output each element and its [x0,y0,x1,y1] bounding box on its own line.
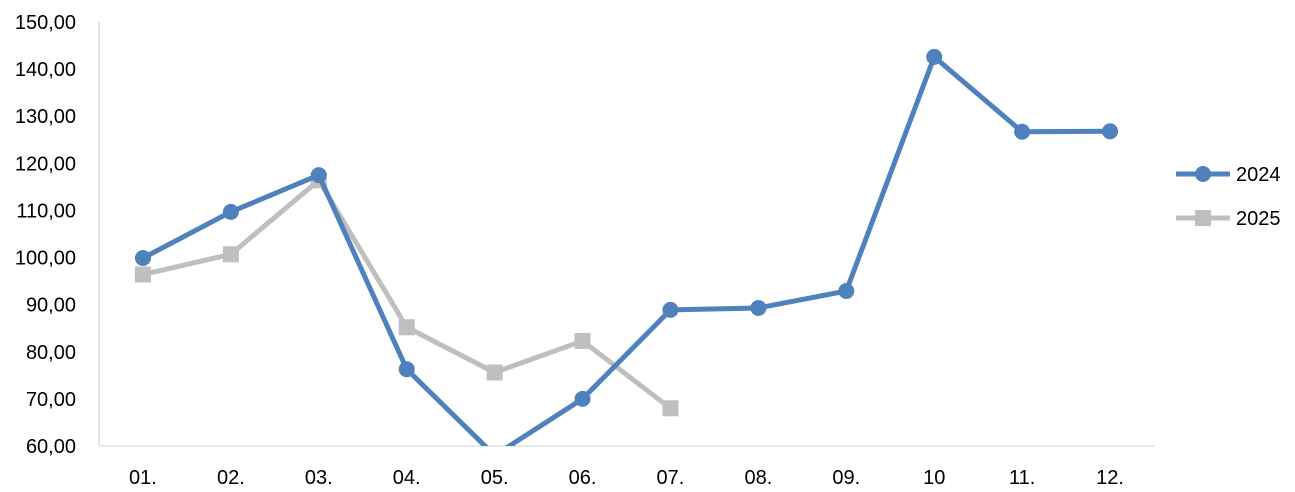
x-tick-label: 05. [481,467,509,489]
data-point [134,266,151,283]
series-2024 [134,48,1119,463]
data-point [486,364,503,381]
x-tick-label: 10 [923,467,945,489]
legend-marker [1195,166,1211,182]
data-point [1102,123,1119,140]
series-layer [134,48,1119,463]
x-tick-label: 01. [129,467,157,489]
y-tick-label: 120,00 [15,153,76,175]
axes: 60,00 70,00 80,00 90,00 100,00 110,00 120,00 13… [15,12,1154,489]
series-2025 [134,172,679,417]
legend-item-2025: 2025 [1176,208,1281,230]
x-tick-label: 04. [393,467,421,489]
data-point [750,299,767,316]
data-point [134,250,151,267]
y-tick-label: 150,00 [15,12,76,34]
y-tick-label: 90,00 [26,295,76,317]
x-tick-label: 06. [569,467,597,489]
legend-item-2024: 2024 [1176,164,1281,186]
data-point [662,400,679,417]
y-tick-label: 130,00 [15,106,76,128]
data-point [1014,123,1031,140]
y-tick-label: 60,00 [26,436,76,458]
data-point [398,361,415,378]
y-tick-label: 110,00 [16,200,76,222]
data-point [487,447,503,463]
x-tick-label: 03. [305,467,333,489]
data-point [222,203,239,220]
y-tick-label: 140,00 [15,59,76,81]
data-point [398,319,415,336]
legend-marker [1195,210,1211,226]
legend: 2024 2025 [1176,164,1281,230]
y-tick-label: 80,00 [26,342,76,364]
x-tick-label: 07. [657,467,685,489]
y-tick-label: 70,00 [26,389,76,411]
data-point [310,167,327,184]
data-point [222,246,239,263]
legend-label: 2024 [1236,164,1281,186]
data-point [926,48,943,65]
legend-label: 2025 [1236,208,1281,230]
x-tick-label: 12. [1096,467,1124,489]
x-tick-label: 08. [744,467,772,489]
x-tick-label: 02. [217,467,245,489]
series-line [141,54,1111,446]
data-point [574,332,591,349]
data-point [662,301,679,318]
x-tick-label: 09. [832,467,860,489]
x-tick-label: 11. [1009,467,1035,489]
y-tick-label: 100,00 [15,248,76,270]
data-point [838,283,855,300]
data-point [574,390,591,407]
